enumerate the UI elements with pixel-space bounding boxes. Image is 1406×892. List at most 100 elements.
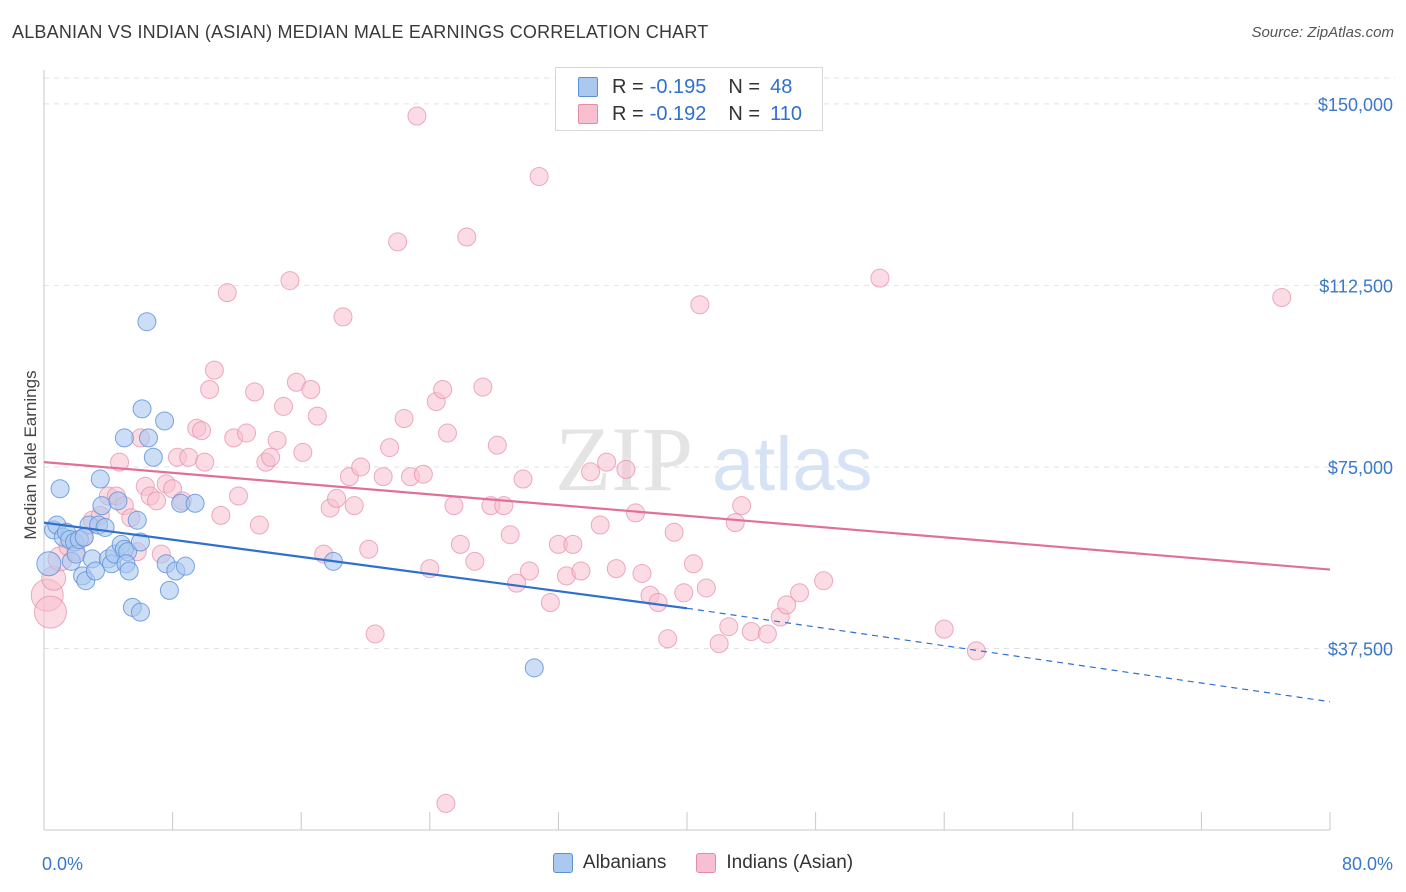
legend-n-value: 110: [770, 102, 802, 125]
indian-point: [450, 534, 470, 554]
grid-lines: [44, 77, 1395, 649]
indian-point: [487, 435, 507, 455]
indian-point: [500, 525, 520, 545]
indian-point: [147, 491, 167, 511]
indian-point: [365, 624, 385, 644]
indian-point: [870, 268, 890, 288]
albanian-trend-extension: [686, 607, 1331, 703]
watermark-atlas: atlas: [712, 422, 873, 507]
indian-point: [616, 459, 636, 479]
indian-point: [732, 496, 752, 516]
albanian-point: [114, 428, 134, 448]
indian-point: [293, 442, 313, 462]
albanian-point: [92, 496, 112, 516]
indian-point: [204, 360, 224, 380]
indian-point: [757, 624, 777, 644]
correlation-legend: R = -0.195 N = 48 R = -0.192 N = 110: [555, 67, 823, 131]
indian-point: [436, 793, 456, 813]
legend-row-indian: R = -0.192 N = 110: [578, 101, 802, 127]
watermark-zip: ZIP: [555, 408, 693, 510]
y-axis-label: Median Male Earnings: [21, 370, 40, 539]
indian-point: [359, 539, 379, 559]
albanian-point: [159, 580, 179, 600]
albanian-point: [185, 493, 205, 513]
indian-point: [719, 617, 739, 637]
watermark: ZIP atlas: [555, 408, 873, 510]
x-tick-labels: 0.0% 80.0%: [42, 854, 1393, 874]
indian-point: [648, 592, 668, 612]
albanian-point: [74, 527, 94, 547]
y-tick-label: $150,000: [1318, 95, 1393, 115]
albanians-swatch: [552, 853, 573, 873]
indian-point: [563, 534, 583, 554]
albanian-swatch: [578, 77, 598, 97]
x-tick-label: 0.0%: [42, 854, 83, 874]
legend-item-albanians[interactable]: Albanians: [552, 852, 667, 874]
indian-point: [237, 423, 257, 443]
indian-point: [529, 166, 549, 186]
legend-r-value: -0.195: [649, 75, 707, 98]
albanian-points: [36, 312, 544, 678]
indian-point: [33, 595, 67, 629]
indian-point: [388, 232, 408, 252]
trend-lines: [43, 461, 1331, 703]
albanian-point: [90, 469, 110, 489]
indian-point: [674, 583, 694, 603]
indian-point: [280, 271, 300, 291]
indian-point: [333, 307, 353, 327]
legend-label-indians: Indians (Asian): [726, 852, 854, 873]
indian-point: [725, 513, 745, 533]
y-tick-labels: $37,500 $75,000 $112,500 $150,000: [1318, 95, 1393, 660]
indian-point: [344, 496, 364, 516]
indian-point: [261, 447, 281, 467]
indian-point: [110, 452, 130, 472]
x-tick-label: 80.0%: [1342, 854, 1393, 874]
y-tick-label: $75,000: [1328, 458, 1393, 478]
indian-point: [632, 563, 652, 583]
indian-point: [513, 469, 533, 489]
indian-point: [790, 583, 810, 603]
indian-point: [1272, 288, 1292, 308]
albanian-point: [143, 447, 163, 467]
indian-point: [581, 462, 601, 482]
indian-point: [192, 421, 212, 441]
indian-point: [373, 467, 393, 487]
indian-point: [606, 559, 626, 579]
albanian-point: [138, 428, 158, 448]
series-legend: Albanians Indians (Asian): [0, 852, 1406, 874]
indian-point: [664, 522, 684, 542]
legend-label-albanians: Albanians: [582, 852, 667, 873]
indian-point: [658, 629, 678, 649]
indian-point: [709, 634, 729, 654]
indian-point: [696, 578, 716, 598]
legend-n-label: N =: [728, 102, 761, 125]
indian-point: [934, 619, 954, 639]
indian-point: [217, 283, 237, 303]
indian-point: [683, 554, 703, 574]
indian-point: [777, 595, 797, 615]
indians-swatch: [696, 853, 717, 873]
indian-point: [457, 227, 477, 247]
indian-trend-line: [43, 461, 1331, 571]
albanian-point: [85, 561, 105, 581]
albanian-point: [95, 517, 115, 537]
albanian-point: [155, 411, 175, 431]
legend-n-label: N =: [728, 75, 761, 98]
indian-point: [590, 515, 610, 535]
indian-point: [413, 464, 433, 484]
indian-point: [195, 452, 215, 472]
legend-item-indians[interactable]: Indians (Asian): [696, 852, 853, 874]
indian-point: [465, 551, 485, 571]
chart-title: ALBANIAN VS INDIAN (ASIAN) MEDIAN MALE E…: [12, 22, 709, 42]
albanian-point: [130, 532, 150, 552]
albanian-point: [137, 312, 157, 332]
indian-point: [433, 379, 453, 399]
indian-point: [444, 496, 464, 516]
albanian-point: [524, 658, 544, 678]
indian-point: [245, 382, 265, 402]
axes: [43, 70, 1331, 831]
indian-point: [597, 452, 617, 472]
albanian-point: [127, 510, 147, 530]
albanian-point: [50, 479, 70, 499]
